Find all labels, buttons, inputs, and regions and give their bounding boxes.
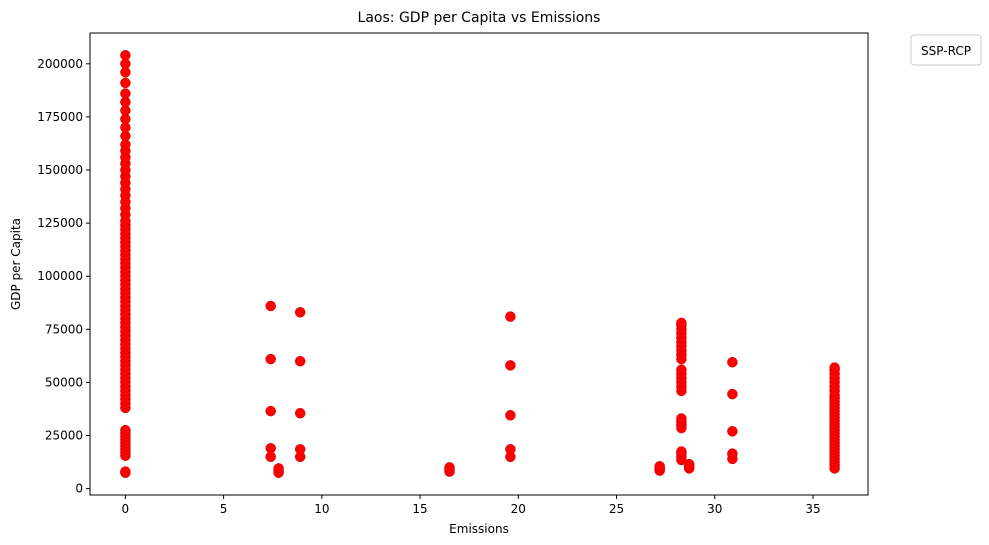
scatter-point [120,88,131,99]
legend-box [910,34,982,66]
scatter-point [727,388,738,400]
x-axis-label: Emissions [449,522,509,536]
x-tick-label: 20 [511,502,526,516]
y-tick-label: 125000 [37,216,83,230]
scatter-point [265,300,276,312]
y-axis-label: GDP per Capita [9,218,23,310]
points-layer [120,50,840,478]
scatter-point [294,407,306,419]
y-tick-label: 25000 [45,429,83,443]
x-tick-label: 0 [122,502,130,516]
scatter-point [727,426,738,437]
scatter-point [505,360,516,371]
scatter-point [265,353,276,365]
scatter-point [505,311,516,322]
scatter-point [265,405,276,417]
x-axis-ticks: 0 5 10 15 20 25 30 35 [122,495,821,516]
scatter-point [505,410,516,421]
scatter-point [727,448,738,459]
scatter-point [727,356,738,368]
x-tick-label: 30 [707,502,722,516]
y-tick-label: 50000 [45,375,83,389]
y-tick-label: 150000 [37,163,83,177]
y-tick-label: 75000 [45,322,83,336]
scatter-point [683,458,695,470]
y-tick-label: 200000 [37,57,83,71]
plot-frame [89,32,869,496]
y-axis-ticks: 0 25000 50000 75000 100000 125000 150000 175000… [37,57,90,496]
scatter-point [676,317,687,329]
scatter-point [120,424,131,436]
chart-title: Laos: GDP per Capita vs Emissions [358,10,601,26]
x-tick-label: 5 [220,502,228,516]
x-tick-label: 25 [609,502,624,516]
scatter-point [120,50,131,61]
scatter-point [676,364,687,375]
scatter-point [444,462,455,473]
legend: SSP-RCP [910,34,982,66]
scatter-point [273,463,284,474]
scatter-point [676,446,687,457]
scatter-point [654,461,665,472]
x-tick-label: 10 [314,502,329,516]
scatter-point [294,355,306,367]
scatter-point [294,444,306,455]
scatter-point [676,413,687,424]
y-tick-label: 175000 [37,110,83,124]
scatter-point [120,77,131,89]
y-tick-label: 0 [75,482,83,496]
x-tick-label: 15 [412,502,427,516]
legend-title: SSP-RCP [921,44,971,58]
x-tick-label: 35 [805,502,820,516]
y-tick-label: 100000 [37,269,83,283]
scatter-point [294,307,306,318]
scatter-point [505,444,516,455]
scatter-point [265,443,276,454]
scatter-point [829,362,840,373]
scatter-point [120,466,131,477]
